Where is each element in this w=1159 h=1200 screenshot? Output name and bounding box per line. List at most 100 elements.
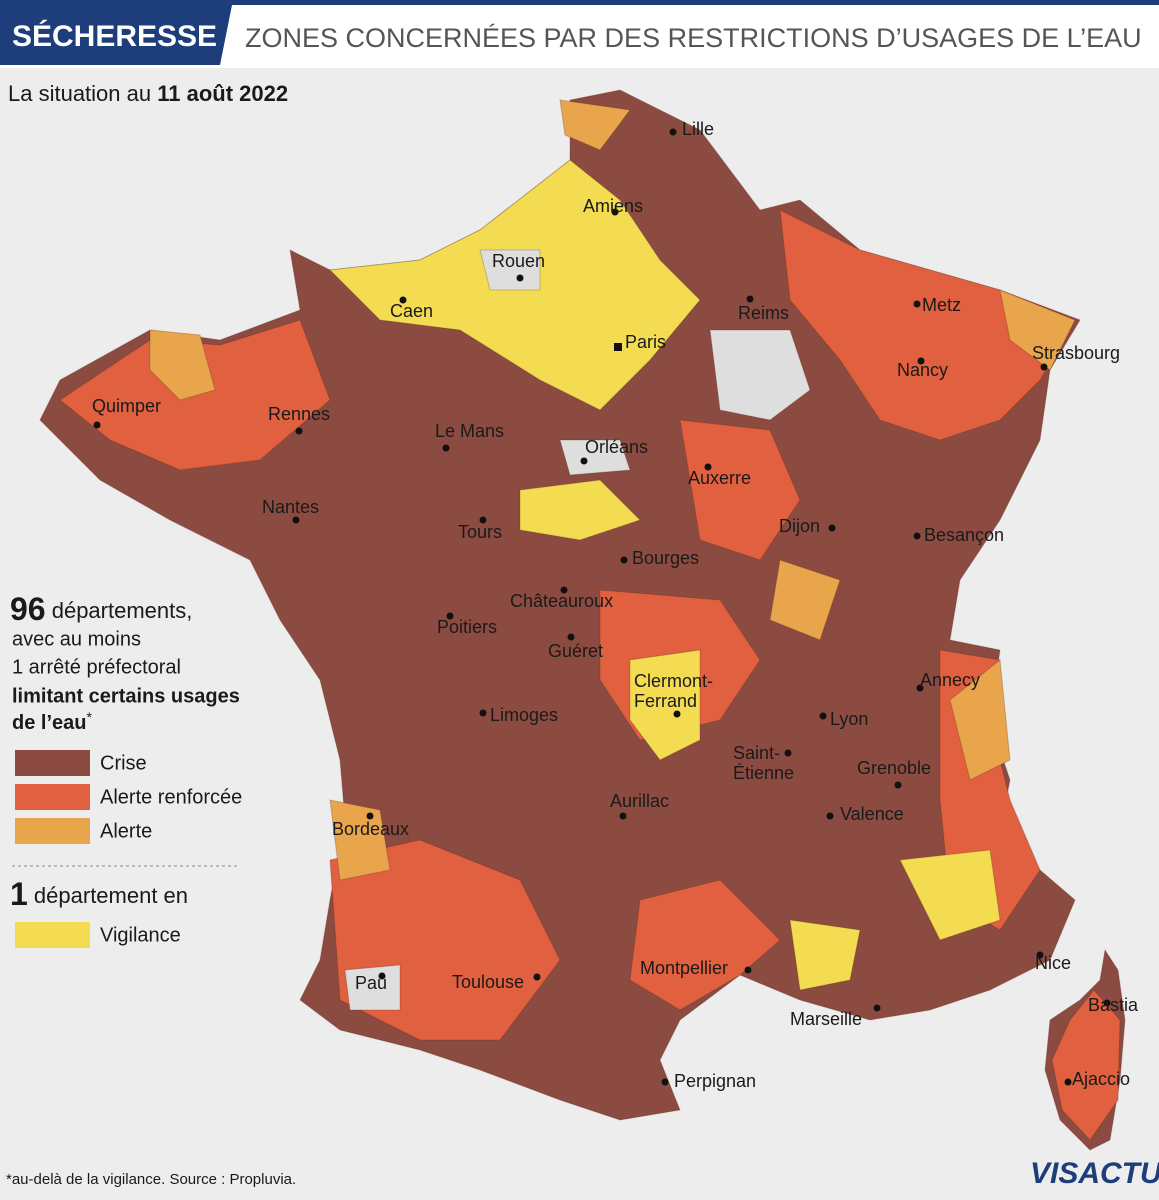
city-labels: Lille Amiens Rouen Caen Reims Metz Paris Strasb… bbox=[92, 119, 1139, 1091]
logo: VISACTU bbox=[1030, 1157, 1159, 1190]
city-label: Clermont- bbox=[634, 671, 713, 691]
legend-count2-text: département en bbox=[34, 883, 188, 908]
city-label: Ferrand bbox=[634, 691, 697, 711]
city-marker bbox=[661, 1078, 669, 1086]
city-marker bbox=[533, 973, 541, 981]
city-marker bbox=[93, 421, 101, 429]
zone-alerte-renforcee bbox=[1051, 989, 1121, 1141]
city-label: Nice bbox=[1035, 953, 1071, 973]
zone-alerte bbox=[559, 99, 631, 151]
legend-line3: 1 arrêté préfectoral bbox=[12, 656, 181, 678]
city-marker bbox=[669, 128, 677, 136]
city-label: Perpignan bbox=[674, 1071, 756, 1091]
legend-line2: avec au moins bbox=[12, 628, 141, 650]
city-marker bbox=[828, 524, 836, 532]
city-marker bbox=[399, 296, 407, 304]
city-label: Metz bbox=[922, 295, 961, 315]
city-label: Limoges bbox=[490, 705, 558, 725]
city-label: Caen bbox=[390, 301, 433, 321]
city-label: Châteauroux bbox=[510, 591, 613, 611]
city-marker bbox=[819, 712, 827, 720]
zone-alerte-renforcee bbox=[679, 419, 801, 561]
legend: 96 départements, avec au moins 1 arrêté … bbox=[10, 591, 242, 948]
city-label: Valence bbox=[840, 804, 904, 824]
city-marker bbox=[826, 812, 834, 820]
legend-count2-line: 1 département en bbox=[10, 876, 188, 912]
zone-alerte bbox=[769, 559, 841, 641]
city-marker bbox=[916, 684, 924, 692]
city-marker bbox=[516, 274, 524, 282]
zone-vigilance bbox=[899, 849, 1001, 941]
city-marker bbox=[442, 444, 450, 452]
city-marker bbox=[1040, 363, 1048, 371]
legend-swatch bbox=[15, 922, 90, 948]
city-label: Nantes bbox=[262, 497, 319, 517]
city-label: Strasbourg bbox=[1032, 343, 1120, 363]
city-label: Bourges bbox=[632, 548, 699, 568]
city-label: Besançon bbox=[924, 525, 1004, 545]
city-marker bbox=[479, 516, 487, 524]
city-label: Dijon bbox=[779, 516, 820, 536]
subtitle: La situation au 11 août 2022 bbox=[8, 81, 288, 106]
city-marker bbox=[620, 556, 628, 564]
city-marker bbox=[1064, 1078, 1072, 1086]
city-label: Saint- bbox=[733, 743, 780, 763]
city-marker bbox=[1103, 999, 1111, 1007]
zone-alerte bbox=[149, 329, 216, 401]
city-marker bbox=[913, 532, 921, 540]
city-label: Paris bbox=[625, 332, 666, 352]
legend-label: Crise bbox=[100, 752, 147, 774]
zone-vigilance bbox=[789, 919, 861, 991]
city-label: Quimper bbox=[92, 396, 161, 416]
city-label: Nancy bbox=[897, 360, 948, 380]
zone-alerte-renforcee bbox=[779, 209, 1076, 441]
city-marker bbox=[580, 457, 588, 465]
city-label: Annecy bbox=[920, 670, 980, 690]
legend-count-line: 96 départements, bbox=[10, 591, 192, 627]
city-label: Lyon bbox=[830, 709, 868, 729]
city-label: Aurillac bbox=[610, 791, 669, 811]
city-marker bbox=[614, 343, 622, 351]
legend-count2: 1 bbox=[10, 876, 28, 912]
city-marker bbox=[567, 633, 575, 641]
city-label: Reims bbox=[738, 303, 789, 323]
city-label: Poitiers bbox=[437, 617, 497, 637]
city-label: Rouen bbox=[492, 251, 545, 271]
city-label: Pau bbox=[355, 973, 387, 993]
zone-alerte bbox=[329, 799, 391, 881]
city-label: Bastia bbox=[1088, 995, 1139, 1015]
city-label: Marseille bbox=[790, 1009, 862, 1029]
legend-bold2: de l’eau bbox=[12, 712, 86, 734]
city-marker bbox=[917, 357, 925, 365]
header-tag: SÉCHERESSE bbox=[12, 19, 217, 53]
city-marker bbox=[292, 516, 300, 524]
zone-sans-restriction bbox=[559, 439, 631, 476]
city-marker bbox=[744, 966, 752, 974]
legend-label: Vigilance bbox=[100, 924, 181, 946]
top-rule bbox=[0, 0, 1159, 5]
city-label: Orléans bbox=[585, 437, 648, 457]
zone-sans-restriction bbox=[709, 329, 811, 421]
city-marker bbox=[673, 710, 681, 718]
city-marker bbox=[704, 463, 712, 471]
tag-box bbox=[0, 5, 232, 65]
city-marker bbox=[611, 208, 619, 216]
city-label: Étienne bbox=[733, 763, 794, 783]
legend-bold2-line: de l’eau* bbox=[12, 709, 92, 735]
city-marker bbox=[1036, 951, 1044, 959]
city-marker bbox=[894, 781, 902, 789]
city-marker bbox=[873, 1004, 881, 1012]
city-label: Rennes bbox=[268, 404, 330, 424]
city-label: Toulouse bbox=[452, 972, 524, 992]
legend-label: Alerte bbox=[100, 820, 152, 842]
zone-sans-restriction bbox=[479, 249, 541, 291]
city-label: Auxerre bbox=[688, 468, 751, 488]
city-label: Ajaccio bbox=[1072, 1069, 1130, 1089]
city-marker bbox=[446, 612, 454, 620]
legend-count: 96 bbox=[10, 591, 46, 627]
zone-alerte bbox=[999, 289, 1076, 371]
zone-sans-restriction bbox=[344, 964, 401, 1011]
city-label: Grenoble bbox=[857, 758, 931, 778]
legend-label: Alerte renforcée bbox=[100, 786, 242, 808]
